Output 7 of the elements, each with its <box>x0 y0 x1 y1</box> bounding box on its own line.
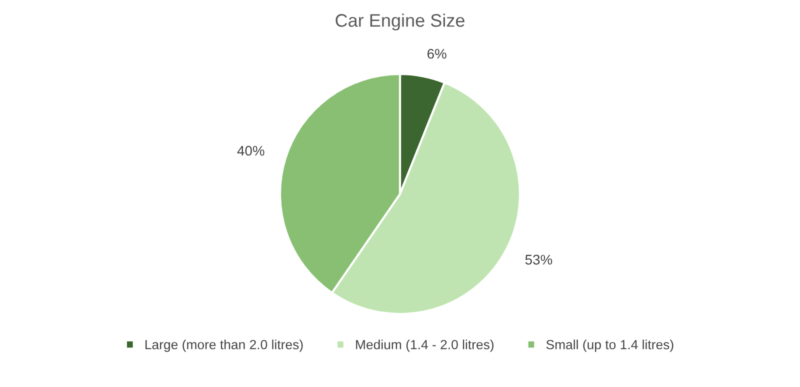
legend-label: Small (up to 1.4 litres) <box>546 340 674 352</box>
chart-title: Car Engine Size <box>336 14 464 30</box>
data-label: 6% <box>428 48 446 59</box>
data-label: 53% <box>525 254 552 265</box>
data-label: 40% <box>237 146 264 156</box>
legend-label: Medium (1.4 - 2.0 litres) <box>356 340 494 352</box>
legend-label: Large (more than 2.0 litres) <box>145 340 303 352</box>
